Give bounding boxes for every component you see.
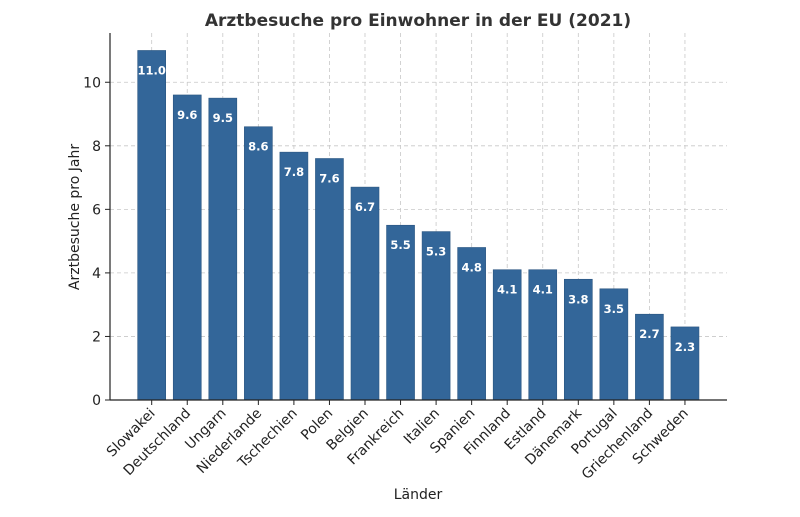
data-label: 11.0 <box>138 63 166 77</box>
data-label: 2.7 <box>639 327 659 341</box>
y-tick-label: 2 <box>92 329 101 345</box>
x-axis-label: Länder <box>394 487 443 503</box>
y-tick-label: 6 <box>92 202 101 218</box>
bar <box>137 50 166 401</box>
bar <box>599 288 629 401</box>
bar <box>350 186 380 401</box>
data-label: 7.6 <box>319 172 339 186</box>
y-tick-label: 8 <box>92 139 101 155</box>
data-label: 9.5 <box>213 111 233 125</box>
bar <box>279 151 309 401</box>
bar <box>315 158 344 401</box>
data-label: 6.7 <box>355 200 375 214</box>
bar <box>421 231 451 401</box>
bar <box>492 269 522 401</box>
data-label: 3.8 <box>568 292 588 306</box>
data-label: 4.8 <box>461 260 481 274</box>
y-tick-label: 4 <box>92 266 101 282</box>
data-label: 5.5 <box>390 238 410 252</box>
bar <box>244 126 273 401</box>
data-label: 4.1 <box>533 283 553 297</box>
data-label: 4.1 <box>497 283 517 297</box>
data-label: 8.6 <box>248 140 268 154</box>
data-label: 2.3 <box>675 340 695 354</box>
bar <box>528 269 558 401</box>
bar <box>172 94 202 401</box>
y-axis-label: Arztbesuche pro Jahr <box>67 144 83 290</box>
chart-title: Arztbesuche pro Einwohner in der EU (202… <box>205 11 631 31</box>
data-label: 3.5 <box>604 302 624 316</box>
data-label: 7.8 <box>284 165 304 179</box>
y-tick-label: 10 <box>83 75 101 91</box>
bar <box>457 247 486 401</box>
bar <box>563 278 593 401</box>
bar <box>670 326 700 401</box>
bar <box>208 97 238 401</box>
bar <box>635 313 664 401</box>
data-label: 5.3 <box>426 245 446 259</box>
y-tick-label: 0 <box>92 393 101 409</box>
data-label: 9.6 <box>177 108 197 122</box>
